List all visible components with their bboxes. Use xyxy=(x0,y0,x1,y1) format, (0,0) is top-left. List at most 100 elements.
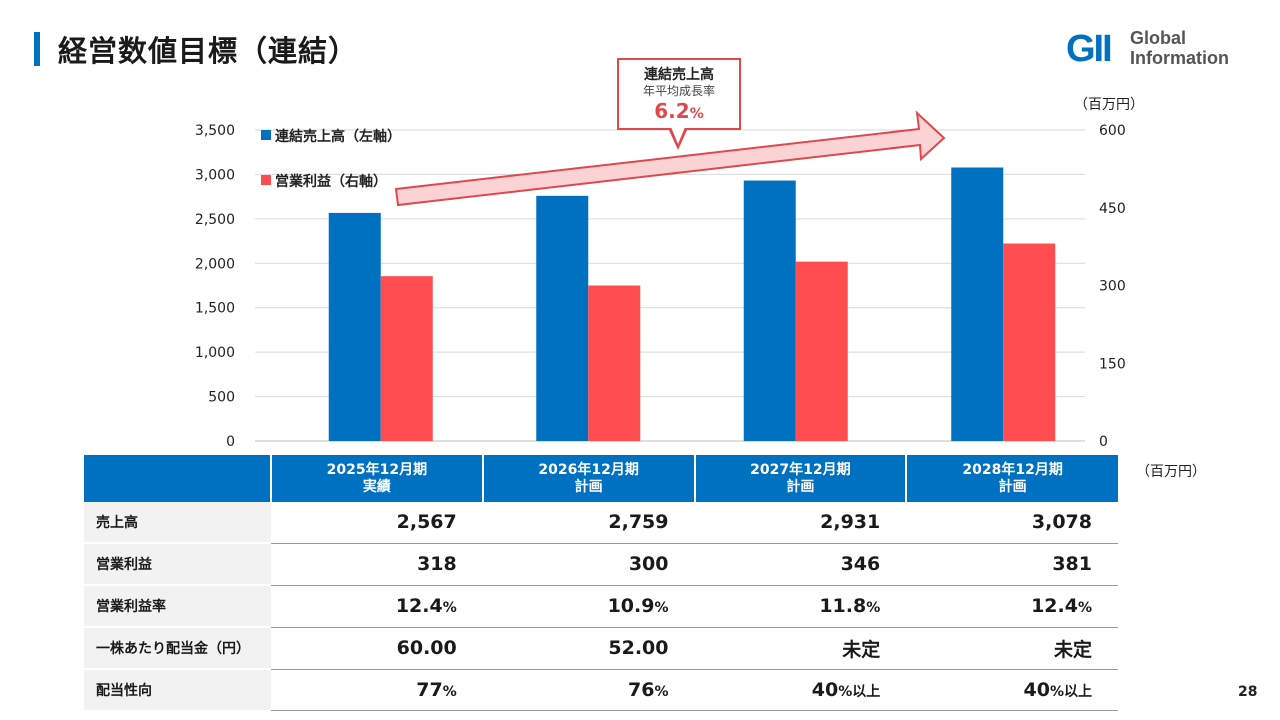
growth-arrow xyxy=(394,110,946,207)
cell-suffix: % xyxy=(442,600,457,616)
logo-line-2: Information xyxy=(1130,48,1229,68)
table-cell: 11.8% xyxy=(694,585,907,628)
table-header-2025: 2025年12月期 実績 xyxy=(270,455,483,502)
row-label: 売上高 xyxy=(84,502,271,544)
table-cell: 318 xyxy=(271,543,483,586)
header-period: 2026年12月期 xyxy=(538,461,639,478)
bar-chart: 0 500 1,000 1,500 2,000 2,500 3,000 3,500 0 150 30… xyxy=(195,110,1126,450)
header-type: 計画 xyxy=(998,478,1027,495)
y-left-tick-label: 3,000 xyxy=(195,167,235,183)
table-cell: 2,759 xyxy=(482,502,695,544)
table-cell: 10.9% xyxy=(482,585,695,628)
table-row-payout-ratio: 配当性向 77% 76% 40%以上 40%以上 xyxy=(84,669,1118,711)
table-cell: 381 xyxy=(906,543,1118,586)
header-type: 実績 xyxy=(362,478,391,495)
y-left-tick-label: 1,000 xyxy=(195,345,235,361)
legend-label-operating-profit: 営業利益（右軸） xyxy=(275,173,387,190)
legend-label-sales: 連結売上高（左軸） xyxy=(275,128,401,145)
table-header-2027: 2027年12月期 計画 xyxy=(693,455,907,502)
cell-value: 2,931 xyxy=(820,511,881,534)
growth-callout: 連結売上高 年平均成長率 6.2% xyxy=(617,58,741,130)
y-left-tick-label: 0 xyxy=(226,434,235,450)
bar-operating-profit xyxy=(795,261,848,441)
callout-title: 連結売上高 xyxy=(644,67,714,83)
row-label: 営業利益 xyxy=(84,543,271,586)
cell-value: 346 xyxy=(840,553,881,575)
cell-value: 52.00 xyxy=(608,637,669,659)
table-row-sales: 売上高 2,567 2,759 2,931 3,078 xyxy=(84,502,1118,544)
bar-operating-profit xyxy=(380,276,433,441)
company-logo: GII Global Information xyxy=(1066,26,1246,72)
table-header-2026: 2026年12月期 計画 xyxy=(481,455,695,502)
cell-value: 11.8 xyxy=(819,595,867,617)
table-header-2028: 2028年12月期 計画 xyxy=(905,455,1118,502)
header-period: 2027年12月期 xyxy=(750,461,851,478)
table-cell: 3,078 xyxy=(906,502,1118,544)
table-cell: 12.4% xyxy=(906,585,1118,628)
bar-sales xyxy=(743,180,796,442)
cell-value: 2,567 xyxy=(396,511,457,534)
callout-number: 6.2 xyxy=(654,99,690,123)
callout-pointer-fill xyxy=(671,127,685,144)
row-label: 配当性向 xyxy=(84,669,271,710)
page-title: 経営数値目標（連結） xyxy=(58,34,359,68)
bar-sales xyxy=(951,167,1004,441)
table-cell: 60.00 xyxy=(271,627,483,670)
y-right-tick-label: 300 xyxy=(1099,279,1126,295)
table-cell: 52.00 xyxy=(482,627,695,670)
cell-value: 10.9 xyxy=(607,595,655,617)
cell-value: 3,078 xyxy=(1031,511,1092,534)
header-type: 計画 xyxy=(786,478,815,495)
y-right-tick-label: 450 xyxy=(1099,201,1126,217)
cell-suffix: % xyxy=(654,683,669,700)
table-cell: 76% xyxy=(482,669,695,711)
cell-value: 未定 xyxy=(1053,638,1092,661)
cell-value: 76 xyxy=(628,678,655,701)
table-header-blank xyxy=(84,455,271,502)
cell-suffix: % xyxy=(654,600,669,616)
table-cell: 40%以上 xyxy=(694,669,907,711)
y-left-tick-label: 1,500 xyxy=(195,301,235,317)
table-cell: 77% xyxy=(271,669,483,711)
cell-value: 12.4 xyxy=(1031,595,1078,617)
y-left-tick-label: 2,000 xyxy=(195,256,235,272)
header-period: 2025年12月期 xyxy=(326,461,428,478)
logo-text: Global Information xyxy=(1130,28,1229,68)
title-accent-bar xyxy=(34,32,40,66)
page-number: 28 xyxy=(1238,684,1258,700)
y-left-tick-label: 500 xyxy=(208,390,235,406)
y-right-tick-label: 600 xyxy=(1099,123,1126,139)
cell-suffix: % xyxy=(1077,600,1092,616)
table-cell: 2,931 xyxy=(694,502,907,544)
table-row-operating-profit: 営業利益 318 300 346 381 xyxy=(84,543,1118,586)
y-left-tick-label: 2,500 xyxy=(195,212,235,228)
row-label: 一株あたり配当金（円） xyxy=(84,627,271,670)
table-row-operating-margin: 営業利益率 12.4% 10.9% 11.8% 12.4% xyxy=(84,585,1118,628)
bar-sales xyxy=(328,212,381,441)
table-cell: 未定 xyxy=(906,627,1118,670)
cell-suffix: %以上 xyxy=(1049,683,1092,700)
cell-suffix: % xyxy=(442,683,457,700)
header-type: 計画 xyxy=(574,478,603,495)
cell-suffix: % xyxy=(866,600,881,616)
logo-line-1: Global xyxy=(1130,28,1187,48)
table-cell: 346 xyxy=(694,543,907,586)
table-cell: 2,567 xyxy=(271,502,483,544)
bar-operating-profit xyxy=(1003,243,1056,441)
financial-targets-table: 2025年12月期 実績 2026年12月期 計画 2027年12月期 計画 2028… xyxy=(84,455,1118,711)
callout-value: 6.2% xyxy=(619,99,739,126)
y-right-tick-label: 150 xyxy=(1099,356,1126,372)
cell-value: 40 xyxy=(1023,678,1050,701)
row-label: 営業利益率 xyxy=(84,585,271,628)
table-cell: 300 xyxy=(482,543,695,586)
cell-value: 300 xyxy=(628,553,669,575)
callout-suffix: % xyxy=(689,106,704,122)
logo-mark: GII xyxy=(1066,28,1113,70)
y-right-tick-label: 0 xyxy=(1099,434,1108,450)
header-period: 2028年12月期 xyxy=(962,461,1063,478)
cell-value: 12.4 xyxy=(395,595,443,617)
table-header-row: 2025年12月期 実績 2026年12月期 計画 2027年12月期 計画 2028… xyxy=(84,455,1118,502)
y-left-tick-label: 3,500 xyxy=(195,123,235,139)
bar-sales xyxy=(536,195,589,441)
cell-value: 未定 xyxy=(842,638,881,661)
